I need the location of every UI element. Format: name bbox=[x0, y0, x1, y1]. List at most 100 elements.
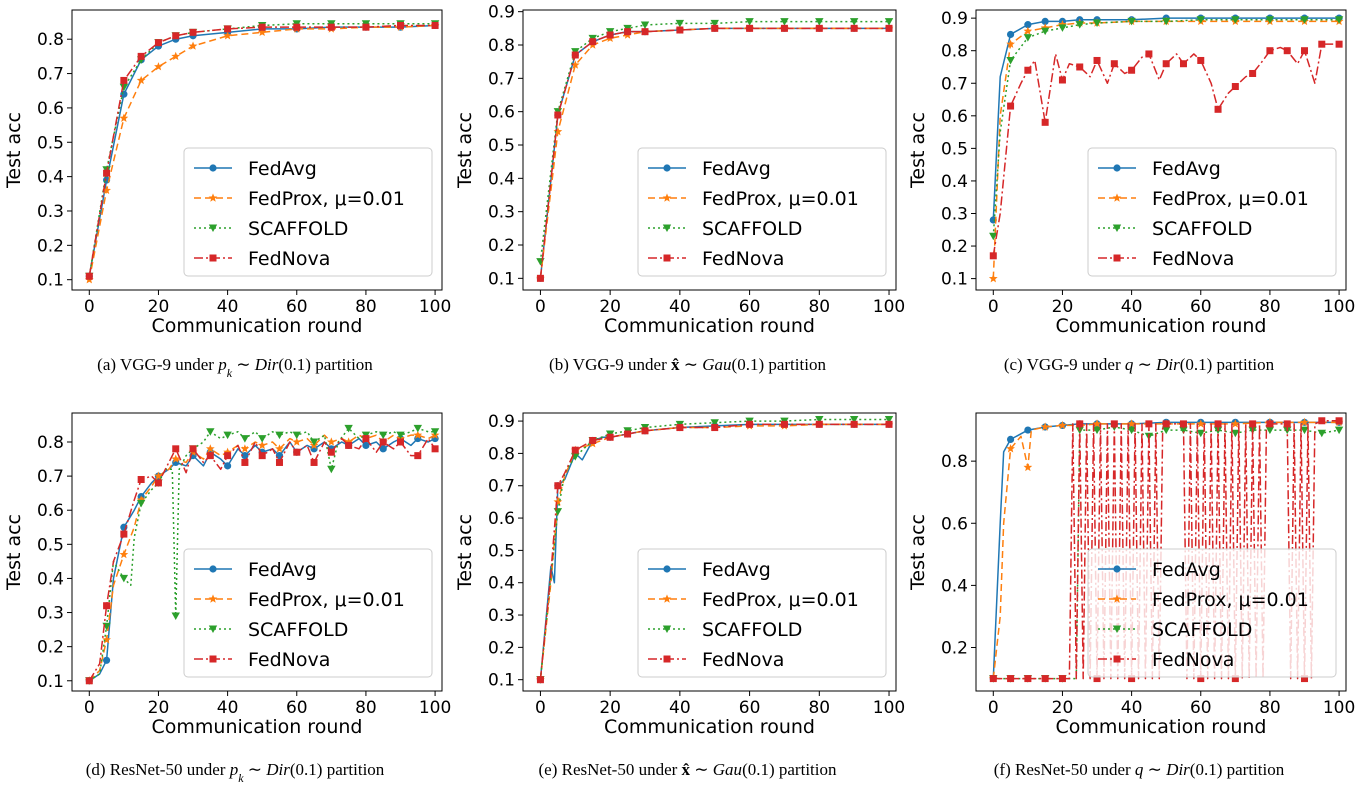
SCAFFOLD-2-point-0 bbox=[989, 232, 998, 241]
y-tick-label-2-7: 0.8 bbox=[941, 42, 968, 62]
FedProx-3-point-4 bbox=[119, 549, 129, 559]
FedProx-4-point-2 bbox=[553, 497, 563, 506]
FedNova-2-point-40 bbox=[1335, 40, 1343, 48]
x-tick-label-5-4: 80 bbox=[1259, 698, 1281, 718]
FedProx-2-point-4 bbox=[1040, 23, 1050, 32]
SCAFFOLD-3-point-43 bbox=[430, 428, 440, 436]
FedProx-2-point-2 bbox=[1006, 39, 1015, 48]
SCAFFOLD-2-point-4 bbox=[1040, 27, 1050, 36]
y-tick-label-3-3: 0.4 bbox=[37, 569, 64, 589]
y-tick-label-4-7: 0.8 bbox=[488, 444, 515, 464]
FedAvg-3-point-34 bbox=[379, 445, 387, 453]
FedNova-4-point-2 bbox=[554, 482, 562, 490]
FedNova-2-point-4 bbox=[1024, 66, 1032, 74]
FedNova-5-point-60 bbox=[1283, 420, 1291, 428]
FedAvg-3-point-32 bbox=[362, 441, 370, 450]
SCAFFOLD-2-point-7 bbox=[1092, 19, 1102, 28]
x-tick-label-2-4: 80 bbox=[1259, 297, 1281, 317]
FedNova-1-point-5 bbox=[624, 28, 632, 36]
FedNova-1-point-9 bbox=[746, 24, 754, 32]
FedNova-3-point-8 bbox=[154, 479, 162, 487]
FedNova-5-point-0 bbox=[989, 675, 997, 683]
y-tick-label-3-6: 0.7 bbox=[37, 467, 64, 487]
plot-area-5 bbox=[988, 417, 1344, 683]
x-tick-label-5-5: 100 bbox=[1323, 698, 1355, 718]
series-line-FedNova-1 bbox=[539, 27, 890, 279]
series-line-FedProx-2 bbox=[992, 20, 1340, 279]
y-axis-label-1: Test acc bbox=[454, 112, 476, 189]
SCAFFOLD-5-point-7 bbox=[1092, 426, 1102, 435]
FedNova-0-point-4 bbox=[154, 39, 162, 47]
chart-panel-4: 0 20 40 60 80 100 0.1 0.2 0.3 0.4 0.5 0.6 0.7 0.8 0.9 C… bbox=[454, 412, 905, 779]
FedProx-5-point-7 bbox=[1040, 422, 1050, 431]
x-tick-label-0-2: 40 bbox=[217, 297, 239, 317]
SCAFFOLD-2-point-12 bbox=[1265, 16, 1275, 24]
FedProx-2-point-5 bbox=[1058, 20, 1067, 29]
axes-frame-0 bbox=[71, 9, 443, 291]
FedProx-3-point-2 bbox=[102, 635, 111, 644]
legend-label-FedNova-2: FedNova bbox=[1152, 248, 1234, 270]
legend-label-SCAFFOLD-2: SCAFFOLD bbox=[1152, 218, 1252, 240]
FedNova-5-point-33 bbox=[1162, 420, 1170, 428]
legend-4: FedAvg FedProx, μ=0.01 SCAFFOLD FedNova bbox=[637, 548, 887, 678]
legend-FedProx-3-point-m bbox=[208, 594, 218, 603]
FedNova-0-point-2 bbox=[120, 76, 128, 84]
FedProx-3-point-20 bbox=[257, 440, 267, 450]
y-tick-label-1-4: 0.5 bbox=[488, 136, 515, 156]
FedNova-0-point-6 bbox=[189, 28, 197, 36]
series-line-FedNova-5 bbox=[993, 420, 1340, 680]
y-tick-label-4-8: 0.9 bbox=[488, 412, 515, 432]
x-tick-label-4-5: 100 bbox=[873, 698, 905, 718]
legend-3: FedAvg FedProx, μ=0.01 SCAFFOLD FedNova bbox=[183, 548, 433, 678]
legend-SCAFFOLD-0-point-m bbox=[208, 224, 218, 232]
x-tick-label-3-1: 20 bbox=[148, 698, 170, 718]
SCAFFOLD-2-point-10 bbox=[1196, 16, 1205, 24]
FedNova-3-point-12 bbox=[189, 445, 197, 453]
FedNova-2-point-10 bbox=[1076, 63, 1084, 71]
plot-area-3 bbox=[84, 424, 440, 685]
legend-FedAvg-5-point-m bbox=[1113, 565, 1121, 573]
FedNova-0-point-0 bbox=[85, 272, 93, 280]
x-tick-label-0-0: 0 bbox=[84, 297, 95, 317]
FedNova-0-point-10 bbox=[327, 23, 335, 31]
y-tick-label-1-7: 0.8 bbox=[488, 36, 515, 56]
FedNova-5-point-18 bbox=[1110, 420, 1118, 428]
FedNova-1-point-10 bbox=[780, 24, 788, 32]
y-tick-label-2-3: 0.4 bbox=[941, 172, 968, 192]
FedProx-0-point-8 bbox=[257, 27, 267, 37]
x-tick-label-3-5: 100 bbox=[419, 698, 451, 718]
x-tick-label-4-0: 0 bbox=[535, 698, 546, 718]
SCAFFOLD-3-point-17 bbox=[206, 428, 215, 436]
legend-FedNova-3-point-m bbox=[209, 655, 217, 663]
FedNova-2-point-6 bbox=[1041, 118, 1049, 126]
x-tick-label-3-0: 0 bbox=[84, 698, 95, 718]
legend-SCAFFOLD-1-point-m bbox=[662, 224, 672, 232]
FedNova-1-point-1 bbox=[554, 111, 562, 119]
y-axis-label-0: Test acc bbox=[3, 112, 25, 189]
FedNova-3-point-24 bbox=[293, 448, 301, 456]
SCAFFOLD-1-point-13 bbox=[884, 18, 894, 26]
y-tick-label-0-7: 0.8 bbox=[37, 30, 64, 50]
chart-panel-1: 0 20 40 60 80 100 0.1 0.2 0.3 0.4 0.5 0.6 0.7 0.8 0.9 C… bbox=[454, 3, 905, 374]
legend-2: FedAvg FedProx, μ=0.01 SCAFFOLD FedNova bbox=[1087, 147, 1337, 277]
SCAFFOLD-3-point-19 bbox=[223, 431, 232, 440]
SCAFFOLD-3-point-31 bbox=[327, 465, 336, 474]
SCAFFOLD-5-point-20 bbox=[1317, 429, 1326, 438]
SCAFFOLD-2-point-11 bbox=[1231, 16, 1240, 24]
FedNova-4-point-14 bbox=[850, 420, 858, 428]
FedProx-5-point-13 bbox=[1196, 419, 1206, 428]
axes-frame-3 bbox=[71, 412, 443, 692]
y-tick-label-4-6: 0.7 bbox=[488, 477, 515, 497]
x-tick-label-1-3: 60 bbox=[739, 297, 761, 317]
FedProx-5-point-14 bbox=[1230, 419, 1240, 428]
FedProx-3-point-22 bbox=[275, 444, 284, 453]
SCAFFOLD-0-point-2 bbox=[119, 83, 129, 92]
FedProx-3-point-24 bbox=[292, 437, 302, 446]
FedProx-3-point-14 bbox=[205, 444, 215, 453]
FedAvg-3-point-16 bbox=[224, 462, 232, 470]
axes-frame-5 bbox=[975, 412, 1347, 692]
FedNova-4-point-6 bbox=[606, 433, 614, 441]
legend-box-2 bbox=[1087, 147, 1337, 277]
y-tick-label-3-2: 0.3 bbox=[37, 604, 64, 624]
caption-5: (f) ResNet-50 under q ∼ Dir(0.1) partiti… bbox=[994, 760, 1285, 779]
